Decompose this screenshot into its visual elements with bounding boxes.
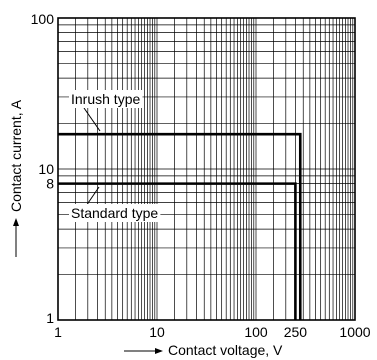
x-axis-arrowhead-icon [155, 348, 163, 354]
y-axis-title: Contact current, A [8, 99, 24, 257]
x-tick-label: 10 [149, 324, 165, 340]
callout-background [69, 90, 143, 108]
series-line-0 [58, 132, 302, 320]
x-tick-label: 250 [284, 324, 308, 340]
callout-leader-line [83, 107, 101, 132]
series-callouts: Inrush type Standard type [69, 90, 161, 222]
callout-0: Inrush type [69, 90, 143, 132]
y-axis-arrowhead-icon [13, 218, 19, 226]
callout-background [69, 204, 161, 222]
y-axis-label: Contact current, A [8, 99, 24, 212]
x-axis-title: Contact voltage, V [124, 342, 283, 358]
x-tick-label: 100 [244, 324, 268, 340]
callout-1: Standard type [69, 186, 161, 222]
y-tick-label: 1 [46, 310, 54, 326]
y-tick-label: 100 [31, 11, 55, 27]
y-tick-label: 10 [38, 161, 54, 177]
x-tick-label: 1000 [339, 324, 370, 340]
x-axis-label: Contact voltage, V [168, 342, 283, 358]
series-label: Standard type [71, 205, 158, 221]
x-tick-label: 1 [54, 324, 62, 340]
series-layer [58, 132, 302, 320]
grid [58, 18, 355, 320]
y-tick-label: 8 [46, 176, 54, 192]
series-label: Inrush type [71, 91, 140, 107]
series-line-1 [58, 182, 297, 320]
plot-area-frame [57, 17, 356, 321]
